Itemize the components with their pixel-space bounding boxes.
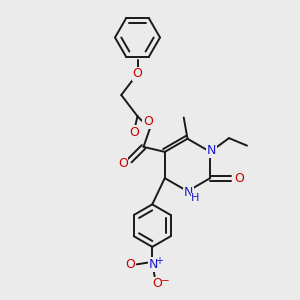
Text: N: N (207, 144, 216, 157)
Text: O: O (234, 172, 244, 184)
Text: H: H (191, 193, 200, 203)
Text: +: + (155, 256, 163, 266)
Text: N: N (184, 186, 194, 199)
Text: O: O (133, 67, 142, 80)
Text: O: O (152, 277, 162, 290)
Text: O: O (129, 126, 139, 139)
Text: N: N (149, 258, 158, 271)
Text: O: O (125, 258, 135, 271)
Text: −: − (160, 276, 169, 286)
Text: O: O (143, 116, 153, 128)
Text: O: O (118, 157, 128, 169)
